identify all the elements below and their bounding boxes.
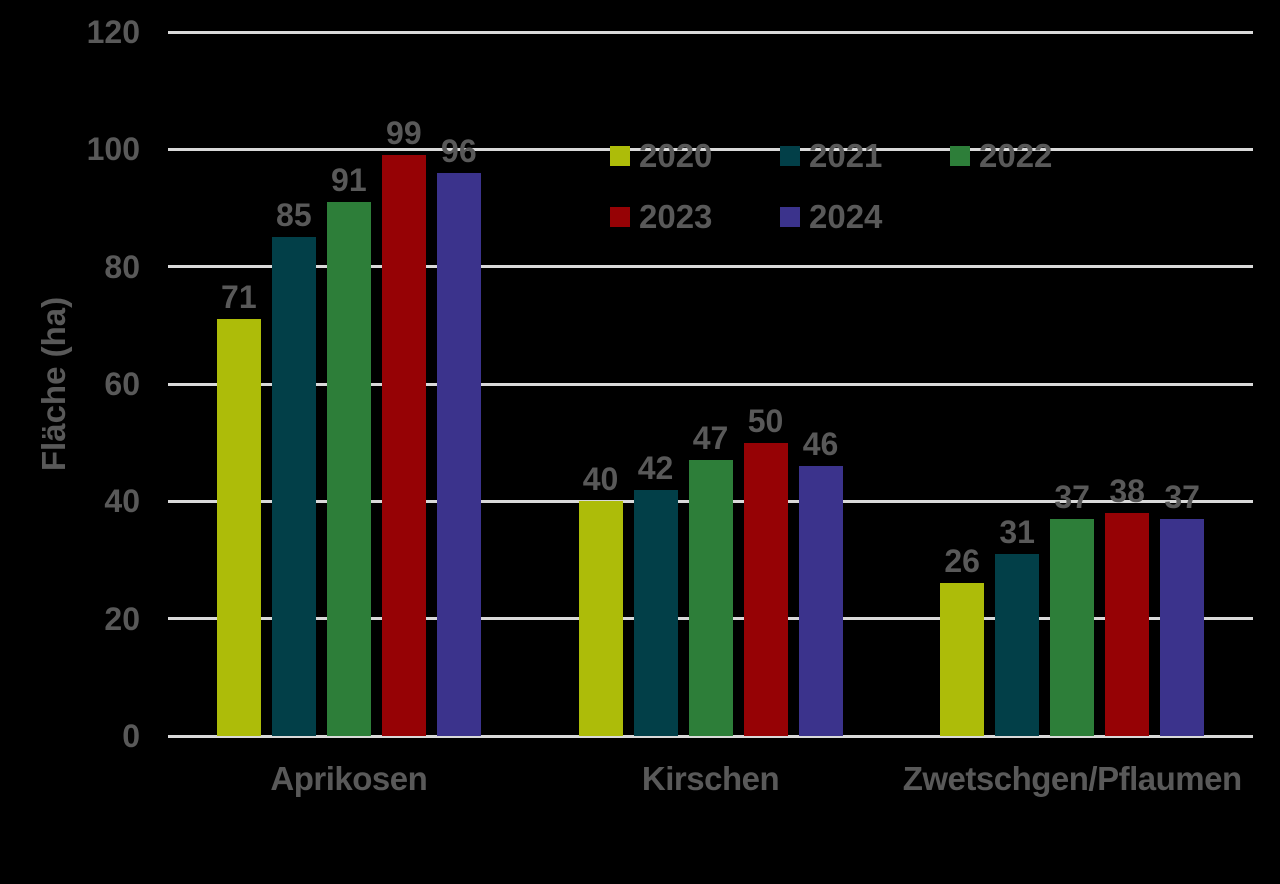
legend-swatch-2021 [780, 146, 800, 166]
gridline-0 [168, 734, 1253, 738]
gridline-80 [168, 265, 1253, 269]
legend-entry-2021: 2021 [780, 137, 883, 174]
bar-Aprikosen-2022 [326, 202, 371, 736]
data-label-Kirschen-2023: 50 [747, 402, 784, 439]
gridline-100 [168, 147, 1253, 151]
y-tick-label-40: 40 [104, 483, 140, 520]
plot-area: 71 85 91 99 96 40 42 47 50 46 26 31 37 38 37 [168, 30, 1253, 738]
legend-swatch-2023 [610, 207, 630, 227]
category-label-Zwetschgen/Pflaumen: Zwetschgen/Pflaumen [902, 760, 1242, 797]
data-label-Aprikosen-2024: 96 [441, 132, 477, 169]
bar-Zwetschgen/Pflaumen-2021 [995, 554, 1040, 736]
legend-entry-2024: 2024 [780, 198, 883, 235]
y-tick-label-0: 0 [122, 718, 140, 754]
bar-Aprikosen-2023 [381, 155, 426, 736]
y-tick-label-60: 60 [104, 366, 140, 402]
category-label-Aprikosen: Aprikosen [270, 760, 428, 797]
legend-swatch-2020 [610, 146, 630, 166]
data-label-Zwetschgen/Pflaumen-2020: 26 [944, 543, 980, 580]
gridline-60 [168, 382, 1253, 386]
y-tick-label-100: 100 [86, 131, 140, 168]
legend-entry-2023: 2023 [610, 198, 713, 235]
legend-entry-2022: 2022 [950, 137, 1053, 174]
data-label-Kirschen-2024: 46 [802, 426, 839, 463]
category-label-Kirschen: Kirschen [641, 760, 780, 797]
gridline-120 [168, 30, 1253, 34]
data-label-Aprikosen-2020: 71 [221, 279, 257, 316]
bar-Zwetschgen/Pflaumen-2024 [1160, 518, 1205, 736]
bar-Aprikosen-2020 [216, 319, 261, 736]
legend-swatch-2024 [780, 207, 800, 227]
legend-label-2024: 2024 [809, 198, 883, 235]
bar-Zwetschgen/Pflaumen-2020 [940, 583, 985, 736]
data-label-Zwetschgen/Pflaumen-2021: 31 [999, 514, 1035, 551]
legend-entry-2020: 2020 [610, 137, 713, 174]
bar-Kirschen-2022 [688, 460, 733, 736]
legend-label-2023: 2023 [639, 198, 713, 235]
data-label-Kirschen-2022: 47 [692, 420, 729, 457]
bar-Zwetschgen/Pflaumen-2022 [1050, 518, 1095, 736]
bar-Aprikosen-2021 [271, 237, 316, 736]
legend-label-2022: 2022 [979, 137, 1053, 174]
data-label-Aprikosen-2023: 99 [386, 115, 422, 152]
data-label-Aprikosen-2021: 85 [276, 197, 312, 234]
data-label-Kirschen-2020: 40 [582, 461, 619, 498]
y-tick-label-80: 80 [104, 248, 140, 285]
bar-Zwetschgen/Pflaumen-2023 [1105, 513, 1150, 736]
legend-label-2020: 2020 [639, 137, 713, 174]
bar-Kirschen-2024 [798, 466, 843, 736]
data-label-Zwetschgen/Pflaumen-2024: 37 [1164, 478, 1200, 515]
bar-Kirschen-2021 [633, 489, 678, 736]
legend-label-2021: 2021 [809, 137, 883, 174]
bar-Kirschen-2020 [578, 501, 623, 736]
y-tick-label-20: 20 [104, 600, 140, 637]
data-label-Zwetschgen/Pflaumen-2023: 38 [1109, 473, 1145, 510]
legend-swatch-2022 [950, 146, 970, 166]
y-tick-label-120: 120 [86, 14, 140, 50]
data-label-Zwetschgen/Pflaumen-2022: 37 [1054, 478, 1090, 515]
data-label-Aprikosen-2022: 91 [331, 162, 367, 199]
bar-Kirschen-2023 [743, 442, 788, 736]
bar-Aprikosen-2024 [436, 172, 481, 736]
data-label-Kirschen-2021: 42 [637, 449, 674, 486]
